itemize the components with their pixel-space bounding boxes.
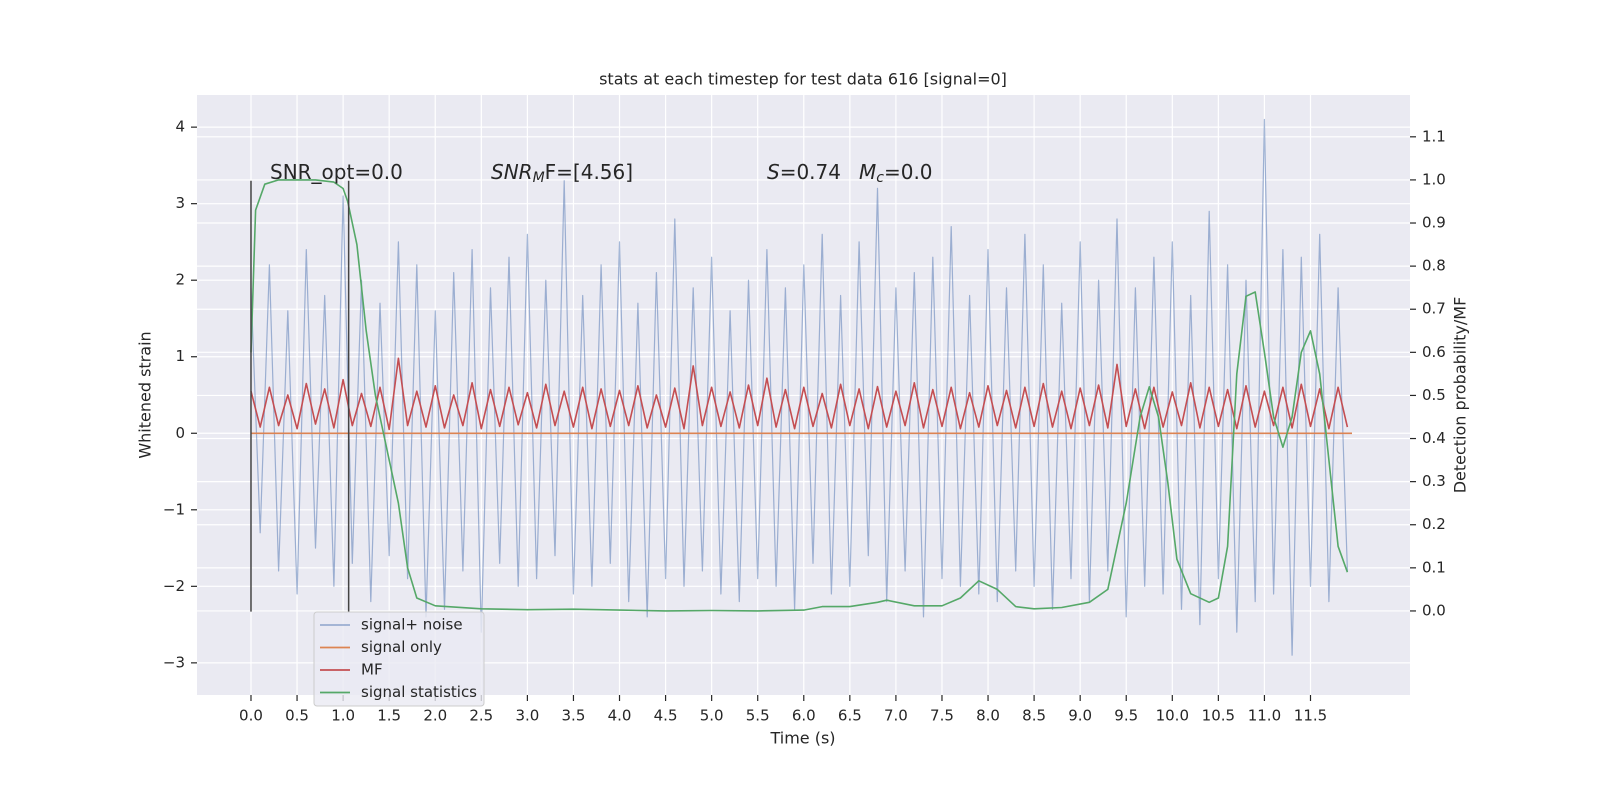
y-tick-label: 2 [175,271,185,289]
annotation: S=0.74 [767,160,841,184]
x-tick-label: 2.0 [423,707,447,725]
y-tick-label: 0 [175,424,185,442]
x-tick-label: 3.5 [562,707,586,725]
legend-label: signal+ noise [361,616,463,634]
annotation-part: S [767,160,780,184]
chart-title: stats at each timestep for test data 616… [599,70,1007,89]
x-tick-label: 10.0 [1156,707,1189,725]
series-line [250,118,1348,656]
y-tick-label: −2 [163,577,185,595]
series-line [250,357,1349,431]
annotation-part: SNR [491,160,533,184]
y2-tick-label: 0.1 [1422,558,1446,576]
y2-axis-label: Detection probability/MF [1451,297,1470,494]
x-tick-label: 1.5 [377,707,401,725]
y-tick-label: −3 [163,653,185,671]
x-tick-label: 7.5 [930,707,954,725]
legend-label: signal statistics [361,683,477,701]
annotation: Mc=0.0 [859,160,933,187]
annotation-part: M [533,170,545,186]
x-tick-label: 4.0 [608,707,632,725]
x-tick-label: 0.0 [239,707,263,725]
annotation-part: =0.74 [780,160,841,184]
annotation-part: =0.0 [884,160,933,184]
y-axis-label: Whitened strain [136,331,155,458]
y2-tick-label: 1.1 [1422,127,1446,145]
y-tick-label: −1 [163,500,185,518]
y2-tick-label: 0.4 [1422,429,1446,447]
x-tick-label: 2.5 [469,707,493,725]
y2-tick-label: 0.7 [1422,300,1446,318]
annotation-part: c [876,170,884,186]
y2-tick-label: 0.2 [1422,515,1446,533]
y2-tick-label: 0.0 [1422,601,1446,619]
x-tick-label: 0.5 [285,707,309,725]
annotation: SNR_opt=0.0 [270,160,403,184]
x-tick-label: 11.0 [1248,707,1281,725]
annotation-part: F=[4.56] [545,160,633,184]
x-tick-label: 10.5 [1202,707,1235,725]
x-tick-label: 8.5 [1022,707,1046,725]
annotation: SNRMF=[4.56] [491,160,633,187]
x-tick-label: 9.5 [1114,707,1138,725]
x-tick-label: 6.5 [838,707,862,725]
x-tick-label: 1.0 [331,707,355,725]
y-tick-label: 3 [175,194,185,212]
y2-tick-label: 0.5 [1422,386,1446,404]
y2-tick-label: 1.0 [1422,170,1446,188]
x-tick-label: 5.5 [746,707,770,725]
y2-tick-label: 0.6 [1422,343,1446,361]
y-tick-label: 1 [175,347,185,365]
y-tick-label: 4 [175,118,185,136]
y2-tick-label: 0.3 [1422,472,1446,490]
x-tick-label: 4.5 [654,707,678,725]
legend: signal+ noise signal only MF signal statist… [313,611,485,707]
x-tick-label: 7.0 [884,707,908,725]
y2-tick-label: 0.8 [1422,257,1446,275]
annotation-part: SNR_opt=0.0 [270,160,403,184]
x-tick-label: 6.0 [792,707,816,725]
legend-label: MF [361,661,383,679]
x-tick-label: 5.0 [700,707,724,725]
x-axis-label: Time (s) [769,729,835,748]
y2-tick-label: 0.9 [1422,214,1446,232]
annotation-part: M [859,160,876,184]
x-tick-label: 8.0 [976,707,1000,725]
legend-box [313,611,485,707]
x-tick-label: 9.0 [1068,707,1092,725]
x-tick-label: 11.5 [1294,707,1327,725]
x-tick-label: 3.0 [515,707,539,725]
legend-label: signal only [361,638,442,656]
series-line [250,179,1349,612]
